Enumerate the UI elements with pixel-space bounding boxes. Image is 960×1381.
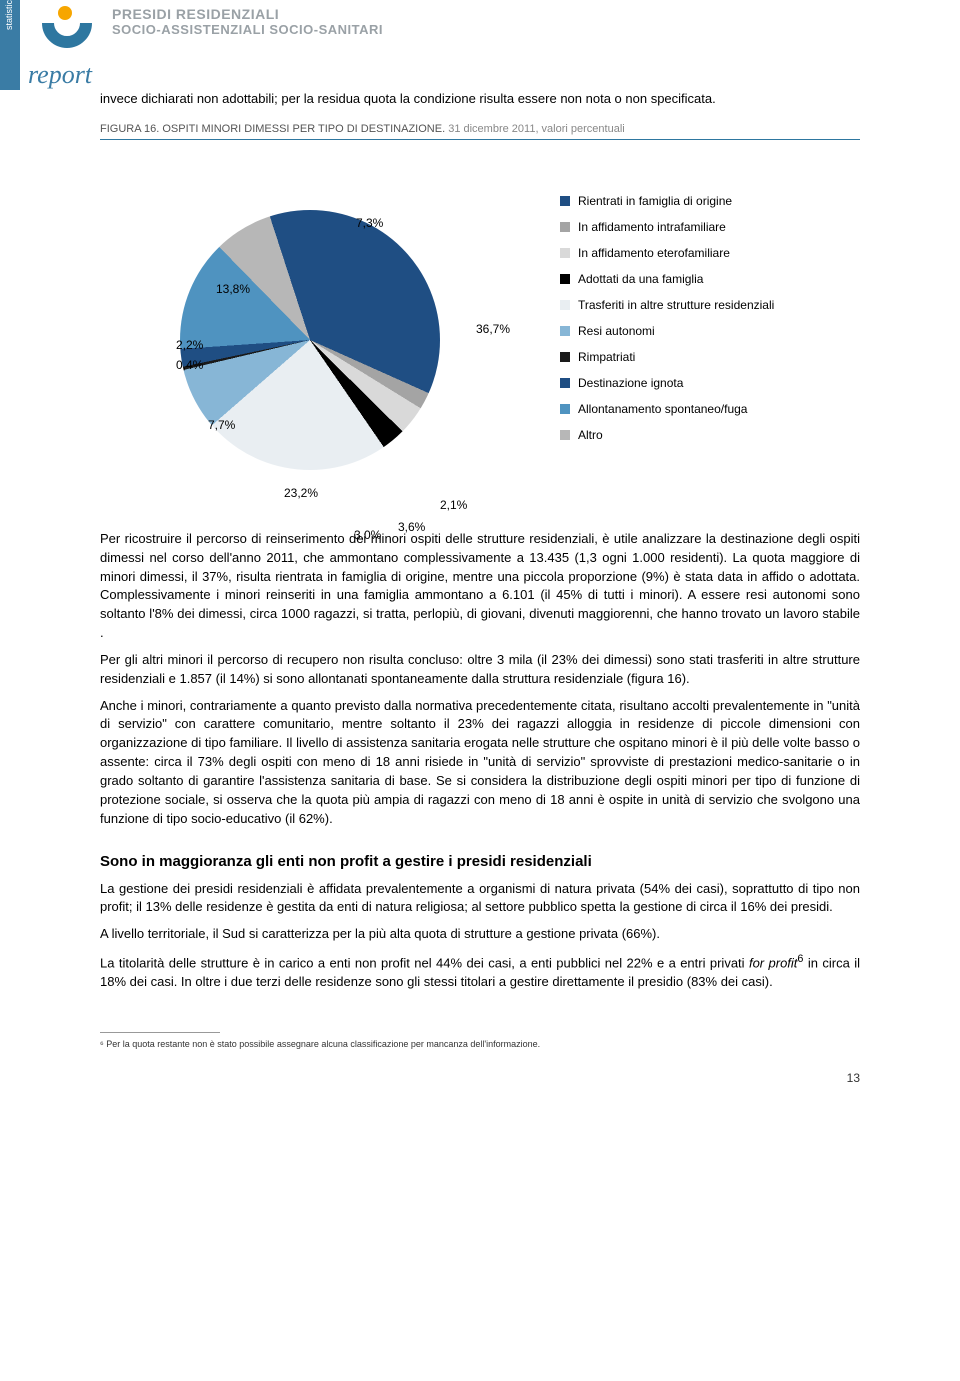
legend-swatch (560, 196, 570, 206)
pie-data-label: 0,4% (176, 358, 203, 372)
section-heading: Sono in maggioranza gli enti non profit … (100, 853, 860, 870)
legend-swatch (560, 430, 570, 440)
legend-swatch (560, 222, 570, 232)
figure-caption: FIGURA 16. OSPITI MINORI DIMESSI PER TIP… (100, 123, 860, 135)
legend-item: Trasferiti in altre strutture residenzia… (560, 298, 820, 312)
pie-data-label: 7,3% (356, 216, 383, 230)
legend-item: Resi autonomi (560, 324, 820, 338)
pie-data-label: 23,2% (284, 486, 318, 500)
body-paragraph: Anche i minori, contrariamente a quanto … (100, 697, 860, 829)
footnote-rule (100, 1032, 220, 1033)
figure-caption-sub: 31 dicembre 2011, valori percentuali (448, 123, 625, 135)
legend-label: Rientrati in famiglia di origine (578, 194, 732, 208)
legend-item: In affidamento intrafamiliare (560, 220, 820, 234)
body-paragraph: Per ricostruire il percorso di reinserim… (100, 530, 860, 643)
legend-label: In affidamento intrafamiliare (578, 220, 726, 234)
legend-item: Adottati da una famiglia (560, 272, 820, 286)
pie-data-label: 3,0% (354, 528, 381, 542)
figure-rule (100, 139, 860, 140)
body-paragraphs-2: La gestione dei presidi residenziali è a… (100, 880, 860, 993)
legend-swatch (560, 378, 570, 388)
body-paragraph: La titolarità delle strutture è in caric… (100, 952, 860, 992)
legend-swatch (560, 248, 570, 258)
pie-data-label: 2,1% (440, 498, 467, 512)
pie-data-label: 13,8% (216, 282, 250, 296)
page-header: statistiche report PRESIDI RESIDENZIALI … (0, 0, 960, 90)
header-title-1: PRESIDI RESIDENZIALI (112, 6, 383, 22)
intro-paragraph: invece dichiarati non adottabili; per la… (100, 90, 860, 109)
legend-label: Resi autonomi (578, 324, 655, 338)
body-paragraph: La gestione dei presidi residenziali è a… (100, 880, 860, 918)
legend-label: In affidamento eterofamiliare (578, 246, 730, 260)
legend-label: Rimpatriati (578, 350, 635, 364)
legend-label: Adottati da una famiglia (578, 272, 703, 286)
page-number: 13 (100, 1071, 860, 1085)
chart-legend: Rientrati in famiglia di origine In affid… (560, 194, 820, 454)
page-content: invece dichiarati non adottabili; per la… (0, 90, 960, 1125)
pie-chart: 7,3%13,8%36,7%2,2%0,4%7,7%23,2%2,1%3,6%3… (100, 170, 860, 510)
legend-swatch (560, 274, 570, 284)
legend-item: Rimpatriati (560, 350, 820, 364)
pie-data-label: 2,2% (176, 338, 203, 352)
legend-item: In affidamento eterofamiliare (560, 246, 820, 260)
report-label: report (28, 60, 92, 90)
body-paragraphs-1: Per ricostruire il percorso di reinserim… (100, 530, 860, 829)
legend-label: Altro (578, 428, 603, 442)
pie-data-label: 3,6% (398, 520, 425, 534)
figure-caption-main: FIGURA 16. OSPITI MINORI DIMESSI PER TIP… (100, 123, 445, 135)
legend-label: Destinazione ignota (578, 376, 683, 390)
legend-item: Altro (560, 428, 820, 442)
legend-swatch (560, 352, 570, 362)
pie-data-label: 7,7% (208, 418, 235, 432)
body-paragraph: A livello territoriale, il Sud si caratt… (100, 925, 860, 944)
legend-label: Trasferiti in altre strutture residenzia… (578, 298, 774, 312)
header-title-2: SOCIO-ASSISTENZIALI SOCIO-SANITARI (112, 22, 383, 37)
legend-item: Destinazione ignota (560, 376, 820, 390)
legend-swatch (560, 326, 570, 336)
legend-item: Rientrati in famiglia di origine (560, 194, 820, 208)
legend-swatch (560, 404, 570, 414)
pie-data-label: 36,7% (476, 322, 510, 336)
statistiche-label: statistiche (4, 0, 14, 30)
legend-item: Allontanamento spontaneo/fuga (560, 402, 820, 416)
legend-label: Allontanamento spontaneo/fuga (578, 402, 747, 416)
footnote-text: ⁶ Per la quota restante non è stato poss… (100, 1039, 860, 1051)
header-title-block: PRESIDI RESIDENZIALI SOCIO-ASSISTENZIALI… (112, 6, 383, 37)
body-paragraph: Per gli altri minori il percorso di recu… (100, 651, 860, 689)
legend-swatch (560, 300, 570, 310)
